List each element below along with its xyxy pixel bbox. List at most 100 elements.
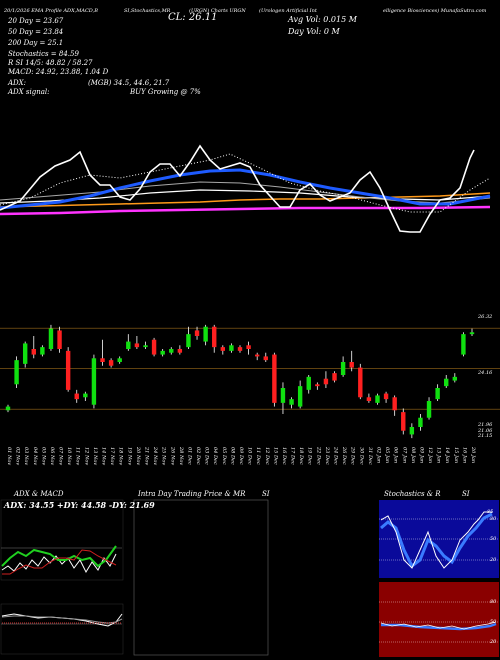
candle-body [461,334,466,355]
adx-label: ADX: [8,79,27,87]
date-tick-label: 19 Dec [307,447,313,465]
date-tick-label: 11 Nov [75,447,81,465]
candle-body [323,378,329,385]
date-tick-label: 24 Nov [152,446,158,465]
rsi-tick-50: 50 [490,619,497,625]
date-tick-label: 20 Nov [135,446,141,465]
candle-body [289,399,294,405]
rsi-panel [379,582,499,657]
date-tick-label: 06 Nov [49,447,55,465]
candle-body [220,347,226,351]
date-tick-label: 02 Jan [375,447,381,463]
adx-panel-readout: ADX: 34.55 +DY: 44.58 -DY: 21.69 [4,500,155,510]
candle-body [48,328,54,349]
date-tick-label: 10 Nov [66,447,72,465]
candle-body [254,354,260,357]
candle-body [444,378,449,387]
rsi-blue-line [381,622,497,631]
candle-body [108,360,114,366]
date-tick-label: 26 Nov [169,446,175,465]
info-200-day: 200 Day = 25.1 [8,39,64,47]
date-tick-label: 17 Nov [109,447,115,465]
date-tick-label: 16 Jan [461,447,467,463]
candle-body [22,343,28,364]
ema-dotted-line [0,153,491,213]
price-label-last: 21.15 [478,433,493,439]
macd-signal-line [1,615,123,624]
candle-body [117,358,122,362]
date-tick-label: 05 Nov [40,447,46,465]
date-tick-label: 11 Dec [255,447,261,465]
price-label-min: 21.06 [478,428,493,434]
info-macd: MACD: 24.92, 23.88, 1.04 D [8,68,109,76]
price-label-high: 26.32 [478,314,493,320]
candles [5,324,475,439]
rsi-white-line [380,621,497,630]
candle-body [401,412,406,431]
stoch-panel-title: Stochastics & R [384,490,441,498]
header-strip-4: (Urologen Artificial Int [259,8,317,14]
candle-body [297,386,303,407]
candle-body [358,367,363,398]
candle-body [83,393,88,398]
date-tick-label: 18 Dec [298,447,304,465]
adx-panel [0,499,124,581]
adx-signal-label: ADX signal: [8,88,50,96]
stochastics-panel [379,500,499,578]
date-tick-label: 05 Jan [384,447,390,463]
candle-body [315,384,320,387]
info-20-day: 20 Day = 23.67 [8,17,64,25]
date-tick-label: 14 Nov [101,447,107,465]
adx-values: (MGB) 34.5, 44.6, 21.7 [88,79,170,87]
candle-body [366,397,372,401]
candle-body [203,326,208,342]
adx-red-line [2,549,117,575]
date-tick-label: 28 Nov [178,446,184,465]
candle-body [383,393,389,400]
candle-body [160,350,165,355]
candle-body [375,395,380,403]
candle-body [229,345,234,351]
header-strip: 20/1/2026 EMA Profile ADX,MACD,B [4,8,98,14]
date-tick-label: 03 Dec [204,447,210,465]
intraday-panel-title: Intra Day Trading Price & MR [138,490,246,498]
date-tick-label: 05 Dec [221,447,227,465]
stoch-tick-20: 20 [490,557,497,563]
day-volume: Day Vol: 0 M [288,27,340,36]
candle-body [100,358,105,362]
candle-body [134,343,140,348]
close-price: CL: 26.11 [168,12,218,23]
stoch-tick-50: 50 [490,536,497,542]
candle-body [31,349,36,355]
date-tick-label: 17 Dec [290,447,296,465]
date-tick-label: 02 Dec [195,447,201,465]
ema-white-slow-line [0,189,491,204]
date-tick-label: 15 Dec [272,447,278,465]
date-tick-label: 04 Dec [212,447,218,465]
candle-body [237,347,243,351]
price-label-mid: 24.16 [478,370,493,376]
ema-orange-line [0,192,491,208]
date-tick-label: 13 Jan [436,447,442,463]
candle-body [392,397,397,411]
candle-body [340,362,346,375]
info-50-day: 50 Day = 23.84 [8,28,64,36]
date-tick-label: 08 Dec [229,447,235,465]
header-strip-5: elligence Biosciences) MunafaSutra.com [383,8,487,14]
date-tick-label: 21 Nov [143,446,149,465]
date-tick-label: 18 Nov [118,447,124,465]
header-strip-3: (URGN) Charts URGN [189,8,246,14]
candle-body [349,362,354,368]
rsi-tick-80: 80 [490,599,497,605]
candle-body [65,350,71,390]
candle-body [212,326,217,348]
date-tick-label: 07 Nov [58,447,64,465]
stoch-white-line [380,511,492,569]
intraday-panel-si: SI [262,490,270,498]
candle-body [186,334,191,348]
adx-signal-value: BUY Growing @ 7% [130,88,201,96]
date-tick-label: 12 Dec [264,447,270,465]
candle-grid [0,327,500,410]
stoch-panel-si: SI [462,490,470,498]
